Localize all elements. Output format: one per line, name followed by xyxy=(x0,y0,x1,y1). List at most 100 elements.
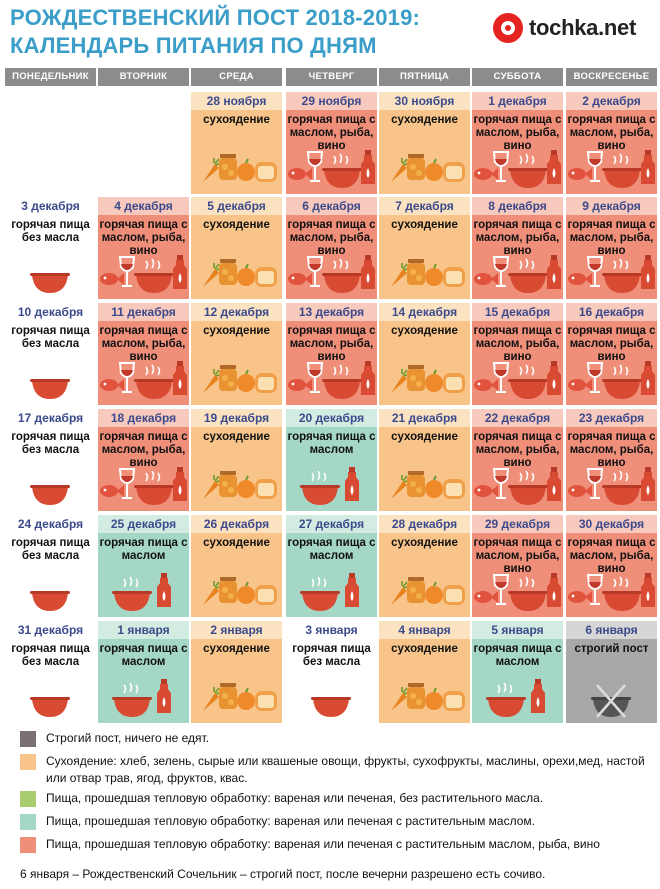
day-date: 3 декабря xyxy=(21,199,80,213)
oil-bottle-icon xyxy=(361,150,375,184)
day-food-icons xyxy=(379,467,470,507)
calendar-day-cell: 5 января горячая пища с маслом xyxy=(472,621,563,723)
legend-item: Пища, прошедшая тепловую обработку: варе… xyxy=(20,813,650,830)
day-food-icons xyxy=(191,150,282,190)
apple-icon xyxy=(237,475,255,498)
page-title-line-1: РОЖДЕСТВЕНСКИЙ ПОСТ 2018-2019: xyxy=(10,5,421,30)
crossed-pot-icon xyxy=(591,684,631,718)
day-food-icons xyxy=(286,361,377,401)
calendar-day-cell: 10 декабря горячая пища без масла xyxy=(5,303,96,405)
fish-icon xyxy=(474,591,498,603)
pot-icon xyxy=(322,364,362,399)
apple-icon xyxy=(425,475,443,498)
wine-glass-icon xyxy=(118,362,136,393)
pot-icon xyxy=(602,153,642,188)
apple-icon xyxy=(237,581,255,604)
bread-icon xyxy=(255,267,277,287)
day-food-icons xyxy=(286,467,377,507)
day-food-icons xyxy=(566,361,657,401)
pot-icon xyxy=(322,153,362,188)
day-date: 22 декабря xyxy=(472,409,563,427)
day-date: 31 декабря xyxy=(17,623,84,637)
calendar-day-cell: 30 декабря горячая пища с маслом, рыба, в… xyxy=(566,515,657,617)
calendar-day-cell: 9 декабря горячая пища с маслом, рыба, ви… xyxy=(566,197,657,299)
jar-icon xyxy=(219,154,237,180)
day-food-label: горячая пища без масла xyxy=(11,219,90,244)
fish-icon xyxy=(288,379,312,391)
calendar-day-cell: 18 декабря горячая пища с маслом, рыба, в… xyxy=(98,409,189,511)
fish-icon xyxy=(288,273,312,285)
fish-icon xyxy=(474,273,498,285)
oil-bottle-icon xyxy=(641,255,655,289)
pot-icon xyxy=(134,258,174,293)
carrot-icon xyxy=(391,687,411,711)
day-food-label: сухоядение xyxy=(391,643,458,655)
site-logo[interactable]: tochka.net xyxy=(493,12,653,44)
legend-swatch xyxy=(20,791,36,807)
day-date: 1 января xyxy=(98,621,189,639)
jar-icon xyxy=(219,683,237,709)
calendar-day-cell: 4 января сухоядение xyxy=(379,621,470,723)
wine-glass-icon xyxy=(586,151,604,182)
pot-icon xyxy=(322,258,362,293)
day-food-icons xyxy=(379,573,470,613)
bread-icon xyxy=(443,373,465,393)
day-date: 13 декабря xyxy=(286,303,377,321)
oil-bottle-icon xyxy=(173,361,187,395)
day-food-icons xyxy=(472,573,563,613)
day-food-icons xyxy=(191,679,282,719)
day-food-label: горячая пища с маслом, рыба, вино xyxy=(99,219,188,257)
calendar-day-cell: 13 декабря горячая пища с маслом, рыба, в… xyxy=(286,303,377,405)
bread-icon xyxy=(443,691,465,711)
calendar-day-cell: 6 января строгий пост xyxy=(566,621,657,723)
day-food-icons xyxy=(566,679,657,719)
pot-icon xyxy=(300,576,340,611)
day-food-label: горячая пища с маслом, рыба, вино xyxy=(99,431,188,469)
pot-icon xyxy=(508,153,548,188)
jar-icon xyxy=(407,259,425,285)
day-date: 29 декабря xyxy=(472,515,563,533)
day-date: 18 декабря xyxy=(98,409,189,427)
oil-bottle-icon xyxy=(345,467,359,501)
day-food-label: сухоядение xyxy=(391,219,458,231)
wine-glass-icon xyxy=(586,468,604,499)
bread-icon xyxy=(443,162,465,182)
legend-text: Пища, прошедшая тепловую обработку: варе… xyxy=(46,791,544,805)
wine-glass-icon xyxy=(306,362,324,393)
legend-swatch xyxy=(20,814,36,830)
fish-icon xyxy=(568,168,592,180)
legend-swatch xyxy=(20,731,36,747)
calendar-day-cell: 11 декабря горячая пища с маслом, рыба, в… xyxy=(98,303,189,405)
logo-text: tochka.net xyxy=(529,15,637,40)
oil-bottle-icon xyxy=(641,573,655,607)
calendar-day-cell: 28 декабря сухоядение xyxy=(379,515,470,617)
jar-icon xyxy=(219,259,237,285)
oil-bottle-icon xyxy=(641,361,655,395)
legend-swatch xyxy=(20,837,36,853)
day-food-label: горячая пища с маслом, рыба, вино xyxy=(567,431,656,469)
calendar-day-cell: 20 декабря горячая пища с маслом xyxy=(286,409,377,511)
fish-icon xyxy=(100,273,124,285)
fish-icon xyxy=(100,379,124,391)
jar-icon xyxy=(407,577,425,603)
oil-bottle-icon xyxy=(173,467,187,501)
oil-bottle-icon xyxy=(547,255,561,289)
day-date: 20 декабря xyxy=(286,409,377,427)
day-date: 27 декабря xyxy=(286,515,377,533)
calendar-day-cell: 30 ноября сухоядение xyxy=(379,92,470,194)
jar-icon xyxy=(407,683,425,709)
fish-icon xyxy=(100,485,124,497)
day-food-icons xyxy=(191,573,282,613)
calendar-day-cell: 3 декабря горячая пища без масла xyxy=(5,197,96,299)
footer-note: 6 января – Рождественский Сочельник – ст… xyxy=(20,867,546,881)
day-date: 12 декабря xyxy=(191,303,282,321)
weekday-header: СУББОТА xyxy=(472,68,563,86)
day-food-label: горячая пища без масла xyxy=(11,325,90,350)
calendar-day-cell: 22 декабря горячая пища с маслом, рыба, в… xyxy=(472,409,563,511)
day-food-label: сухоядение xyxy=(203,431,270,443)
apple-icon xyxy=(237,158,255,181)
day-food-label: горячая пища с маслом, рыба, вино xyxy=(287,325,376,363)
page-title-line-2: КАЛЕНДАРЬ ПИТАНИЯ ПО ДНЯМ xyxy=(10,33,377,58)
bread-icon xyxy=(255,479,277,499)
oil-bottle-icon xyxy=(641,467,655,501)
